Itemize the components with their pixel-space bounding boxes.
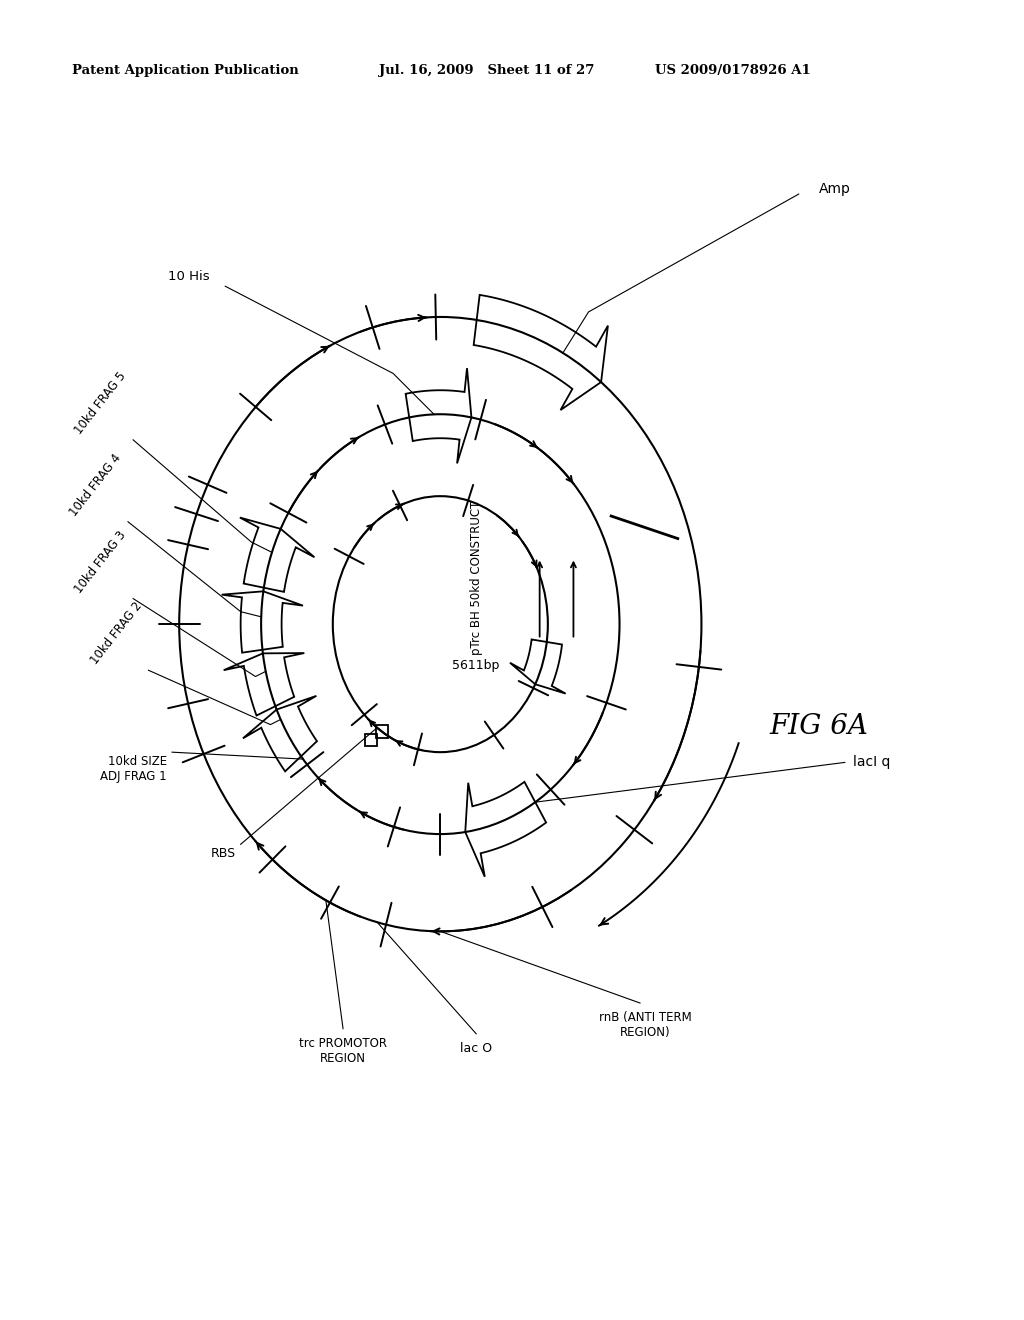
Text: Patent Application Publication: Patent Application Publication [72,63,298,77]
Bar [376,726,388,738]
Text: lacI q: lacI q [853,755,890,770]
Text: pTrc BH 50kd CONSTRUCT: pTrc BH 50kd CONSTRUCT [470,500,482,655]
Text: lac O: lac O [460,1041,493,1055]
Text: 10kd SIZE
ADJ FRAG 1: 10kd SIZE ADJ FRAG 1 [100,755,167,783]
Text: 10kd FRAG 2: 10kd FRAG 2 [88,599,144,667]
Text: rnB (ANTI TERM
REGION): rnB (ANTI TERM REGION) [599,1011,691,1039]
Text: Amp: Amp [819,182,851,195]
Text: 10kd FRAG 4: 10kd FRAG 4 [68,451,124,519]
Text: 10 His: 10 His [168,269,210,282]
Text: 5611bp: 5611bp [453,659,500,672]
Text: 10kd FRAG 3: 10kd FRAG 3 [73,528,129,595]
Text: trc PROMOTOR
REGION: trc PROMOTOR REGION [299,1036,387,1065]
Text: RBS: RBS [210,847,236,861]
Text: 10kd FRAG 5: 10kd FRAG 5 [73,370,129,437]
Text: US 2009/0178926 A1: US 2009/0178926 A1 [655,63,811,77]
Text: Jul. 16, 2009   Sheet 11 of 27: Jul. 16, 2009 Sheet 11 of 27 [379,63,594,77]
Text: FIG 6A: FIG 6A [770,713,868,741]
Bar [365,734,377,746]
